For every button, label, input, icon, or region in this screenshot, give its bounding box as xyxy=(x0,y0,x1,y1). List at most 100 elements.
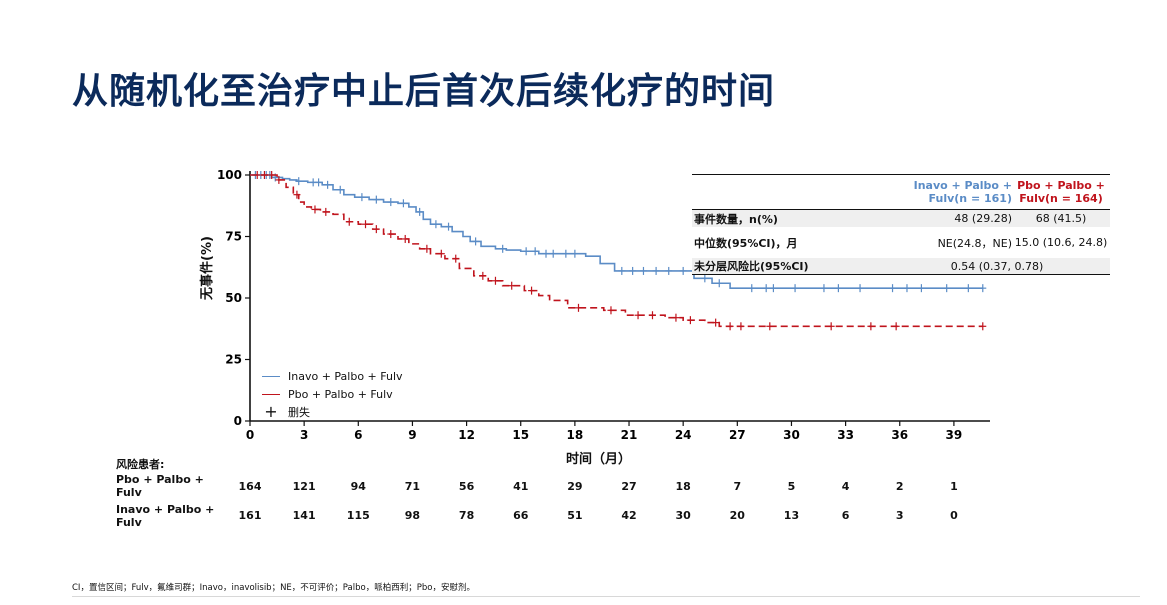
censor-mark-inavo-10 xyxy=(358,193,366,202)
risk-value-pbo-1: 121 xyxy=(292,480,316,493)
risk-value-inavo-11: 6 xyxy=(841,509,850,522)
stats-median-label: 中位数(95%CI)，月 xyxy=(694,236,798,250)
censor-mark-inavo-11 xyxy=(372,195,380,204)
risk-value-inavo-4: 78 xyxy=(458,509,475,522)
censor-mark-inavo-17 xyxy=(472,237,480,246)
x-tick-label-12: 36 xyxy=(891,428,908,442)
censor-mark-inavo-18 xyxy=(499,244,507,253)
x-tick-label-5: 15 xyxy=(512,428,529,442)
censor-mark-inavo-15 xyxy=(432,220,440,229)
censor-mark-pbo-4 xyxy=(293,190,301,199)
stats-hr-label: 未分层风险比(95%CI) xyxy=(694,260,809,273)
risk-value-inavo-8: 30 xyxy=(675,509,691,522)
risk-value-pbo-5: 41 xyxy=(513,480,529,493)
censor-mark-inavo-34 xyxy=(762,284,770,293)
risk-row-inavo: 161 141 115 98 78 66 51 42 30 20 13 6 3 0 xyxy=(0,509,1167,525)
risk-value-inavo-5: 66 xyxy=(513,509,529,522)
censor-mark-pbo-6 xyxy=(322,207,330,216)
legend-swatch-pbo xyxy=(262,393,280,395)
censor-mark-pbo-20 xyxy=(607,306,615,315)
x-tick-label-8: 24 xyxy=(675,428,692,442)
censor-mark-inavo-36 xyxy=(791,284,799,293)
x-tick-label-3: 9 xyxy=(408,428,416,442)
censor-mark-inavo-7 xyxy=(315,178,323,187)
stats-hr-value: 0.54 (0.37, 0.78) xyxy=(950,259,1044,273)
censor-mark-pbo-26 xyxy=(726,322,734,331)
censor-mark-pbo-28 xyxy=(766,322,774,331)
censor-mark-pbo-19 xyxy=(574,303,582,312)
legend: Inavo + Palbo + Fulv Pbo + Palbo + Fulv … xyxy=(262,367,403,421)
censor-mark-pbo-14 xyxy=(452,254,460,263)
censor-mark-inavo-16 xyxy=(445,222,453,231)
x-tick-label-6: 18 xyxy=(567,428,584,442)
stats-events-pbo: 68 (41.5) xyxy=(1035,212,1087,225)
legend-label-inavo: Inavo + Palbo + Fulv xyxy=(288,369,403,383)
x-tick-label-13: 39 xyxy=(946,428,963,442)
censor-mark-inavo-33 xyxy=(748,284,756,293)
censor-mark-pbo-10 xyxy=(387,230,395,239)
risk-value-pbo-11: 4 xyxy=(841,480,850,493)
x-tick-label-1: 3 xyxy=(300,428,308,442)
stats-header-pbo: Pbo + Palbo + Fulv(n = 164) xyxy=(1017,179,1105,205)
censor-mark-pbo-22 xyxy=(648,311,656,320)
y-tick-label-4: 100 xyxy=(217,168,242,182)
stats-row-median: 中位数(95%CI)，月 NE(24.8，NE) 15.0 (10.6, 24.… xyxy=(692,227,1110,258)
x-tick-label-9: 27 xyxy=(729,428,746,442)
censor-mark-pbo-0 xyxy=(253,171,261,179)
risk-value-inavo-12: 3 xyxy=(895,509,904,522)
x-tick-label-11: 33 xyxy=(837,428,854,442)
risk-value-pbo-8: 18 xyxy=(675,480,691,493)
censor-mark-inavo-26 xyxy=(629,266,637,275)
legend-label-pbo: Pbo + Palbo + Fulv xyxy=(288,387,393,401)
censor-mark-inavo-42 xyxy=(917,284,925,293)
legend-item-censor: + 删失 xyxy=(262,403,403,421)
censor-mark-pbo-1 xyxy=(260,171,268,179)
risk-value-inavo-7: 42 xyxy=(621,509,637,522)
censor-mark-inavo-31 xyxy=(701,274,709,283)
censor-mark-pbo-17 xyxy=(508,281,516,290)
risk-value-pbo-2: 94 xyxy=(350,480,366,493)
censor-mark-inavo-22 xyxy=(549,249,557,258)
x-tick-label-0: 0 xyxy=(246,428,254,442)
censor-mark-inavo-35 xyxy=(769,284,777,293)
censor-mark-inavo-38 xyxy=(834,284,842,293)
censor-mark-inavo-37 xyxy=(820,284,828,293)
censor-mark-pbo-31 xyxy=(892,322,900,331)
censor-mark-inavo-41 xyxy=(903,284,911,293)
censor-mark-pbo-32 xyxy=(979,322,987,331)
stats-events-label: 事件数量，n(%) xyxy=(694,212,778,226)
censor-mark-pbo-27 xyxy=(737,322,745,331)
censor-mark-inavo-12 xyxy=(387,198,395,207)
censor-mark-pbo-12 xyxy=(423,244,431,253)
risk-value-pbo-3: 71 xyxy=(404,480,421,493)
risk-value-inavo-6: 51 xyxy=(567,509,583,522)
risk-value-pbo-0: 164 xyxy=(238,480,262,493)
risk-value-inavo-13: 0 xyxy=(950,509,958,522)
footer-divider xyxy=(72,596,1140,597)
y-tick-label-1: 25 xyxy=(225,353,242,367)
chart-curves xyxy=(250,171,987,331)
censor-mark-pbo-9 xyxy=(372,225,380,234)
censor-mark-pbo-30 xyxy=(867,322,875,331)
x-axis-label: 时间（月） xyxy=(566,452,632,467)
series-line-pbo xyxy=(250,174,983,328)
risk-value-pbo-6: 29 xyxy=(567,480,583,493)
risk-label-pbo: Pbo + Palbo + Fulv xyxy=(116,473,204,499)
x-tick-label-2: 6 xyxy=(354,428,362,442)
censor-mark-inavo-8 xyxy=(324,180,332,189)
censor-mark-pbo-7 xyxy=(345,217,353,226)
legend-item-pbo: Pbo + Palbo + Fulv xyxy=(262,385,403,403)
censor-mark-inavo-44 xyxy=(964,284,972,293)
y-tick-label-3: 75 xyxy=(225,230,242,244)
censor-mark-pbo-8 xyxy=(362,220,370,229)
censor-plus-icon: + xyxy=(264,402,278,421)
censor-mark-inavo-24 xyxy=(571,249,579,258)
x-tick-label-4: 12 xyxy=(458,428,475,442)
stats-header-inavo: Inavo + Palbo + Fulv(n = 161) xyxy=(913,179,1012,205)
stats-table: Inavo + Palbo + Fulv(n = 161) Pbo + Palb… xyxy=(692,174,1110,275)
censor-mark-inavo-28 xyxy=(652,266,660,275)
page-title: 从随机化至治疗中止后首次后续化疗的时间 xyxy=(72,71,776,112)
censor-mark-pbo-25 xyxy=(712,318,720,327)
censor-mark-inavo-21 xyxy=(542,249,550,258)
